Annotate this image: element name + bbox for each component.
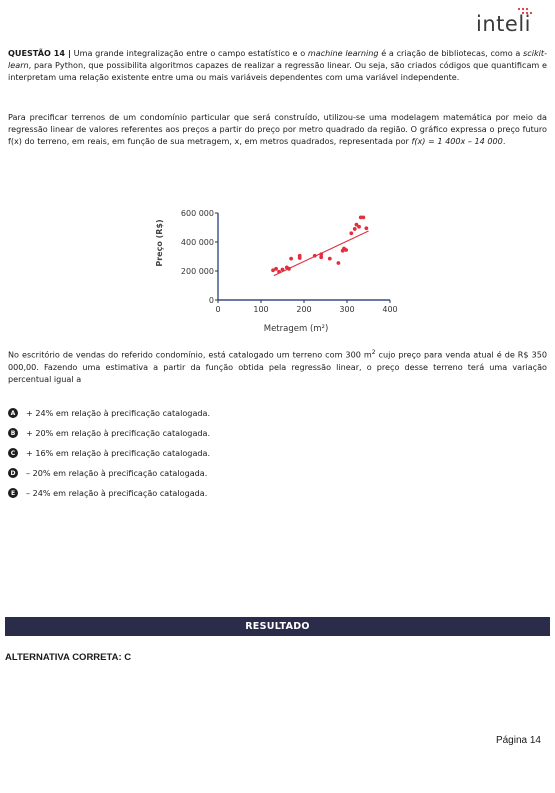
data-point <box>354 222 359 227</box>
option-a-badge: A <box>8 408 18 418</box>
data-point <box>349 231 354 236</box>
data-point <box>336 261 341 265</box>
x-tick-label: 400 <box>382 305 397 314</box>
data-point <box>289 256 293 261</box>
x-tick-label: 100 <box>253 305 268 314</box>
correct-answer: ALTERNATIVA CORRETA: C <box>5 652 132 663</box>
x-tick-label: 0 <box>215 305 220 314</box>
data-point <box>344 248 349 252</box>
data-point <box>319 252 324 257</box>
data-point <box>361 215 366 220</box>
option-c-badge: C <box>8 448 18 458</box>
y-tick-label: 600 000 <box>181 209 214 218</box>
context-formula: f(x) = 1 400x – 14 000 <box>411 136 503 146</box>
logo-text: inteli <box>476 12 531 36</box>
y-axis-label: Preço (R$) <box>155 219 164 266</box>
x-tick-label: 300 <box>339 305 354 314</box>
question-number: QUESTÃO 14 | <box>8 48 71 58</box>
option-c[interactable]: C + 16% em relação à precificação catalo… <box>8 443 210 463</box>
result-bar-label: RESULTADO <box>245 621 310 632</box>
intro-term-ml: machine learning <box>307 48 379 58</box>
intro-text-b: é a criação de bibliotecas, como a <box>378 48 524 58</box>
option-e[interactable]: E – 24% em relação à precificação catalo… <box>8 483 210 503</box>
data-point <box>297 253 302 258</box>
answer-options: A + 24% em relação à precificação catalo… <box>8 403 210 503</box>
inteli-logo: inteli <box>451 6 541 36</box>
prompt-text-a: No escritório de vendas do referido cond… <box>8 349 372 360</box>
data-point <box>327 256 332 261</box>
context-text-b: . <box>502 136 506 146</box>
data-point <box>277 269 281 274</box>
page-number: Página 14 <box>495 735 541 746</box>
x-axis-label: Metragem (m²) <box>264 324 329 334</box>
prompt-sup: 2 <box>371 349 376 356</box>
option-d[interactable]: D – 20% em relação à precificação catalo… <box>8 463 210 483</box>
logo-dots-icon <box>517 7 533 15</box>
question-prompt: No escritório de vendas do referido cond… <box>8 347 547 385</box>
data-point <box>352 227 357 231</box>
y-tick-label: 0 <box>209 296 214 305</box>
prompt-text-b: cujo preço para venda atual é de R$ 350 … <box>8 349 547 384</box>
data-point <box>319 255 324 260</box>
result-bar: RESULTADO <box>5 617 550 636</box>
option-a-text: + 24% em relação à precificação cataloga… <box>26 408 211 418</box>
question-intro: QUESTÃO 14 | Uma grande integralização e… <box>8 47 547 83</box>
option-b-text: + 20% em relação à precificação cataloga… <box>26 428 211 438</box>
option-d-text: – 20% em relação à precificação cataloga… <box>26 468 208 478</box>
option-b[interactable]: B + 20% em relação à precificação catalo… <box>8 423 210 443</box>
data-point <box>271 268 275 273</box>
question-context: Para precificar terrenos de um condomíni… <box>8 111 547 147</box>
data-point <box>287 266 291 271</box>
x-tick-label: 200 <box>296 305 311 314</box>
data-point <box>312 253 317 258</box>
option-a[interactable]: A + 24% em relação à precificação catalo… <box>8 403 210 423</box>
option-d-badge: D <box>8 468 18 478</box>
context-text-a: Para precificar terrenos de um condomíni… <box>8 112 547 146</box>
data-point <box>357 224 361 229</box>
y-tick-label: 400 000 <box>181 238 214 247</box>
data-point <box>364 226 369 231</box>
intro-term-sklearn: scikit-learn <box>8 48 547 70</box>
data-point <box>280 267 285 272</box>
option-b-badge: B <box>8 428 18 438</box>
option-e-text: – 24% em relação à precificação cataloga… <box>26 488 208 498</box>
data-point <box>274 266 278 271</box>
scatter-chart: Preço (R$) Metragem (m²) 0 200 000 400 000… <box>155 209 398 334</box>
intro-text-c: , para Python, que possibilita algoritmo… <box>8 60 547 82</box>
y-tick-label: 200 000 <box>181 267 214 276</box>
option-e-badge: E <box>8 488 18 498</box>
intro-text-a: Uma grande integralização entre o campo … <box>70 48 308 58</box>
option-c-text: + 16% em relação à precificação cataloga… <box>26 448 211 458</box>
